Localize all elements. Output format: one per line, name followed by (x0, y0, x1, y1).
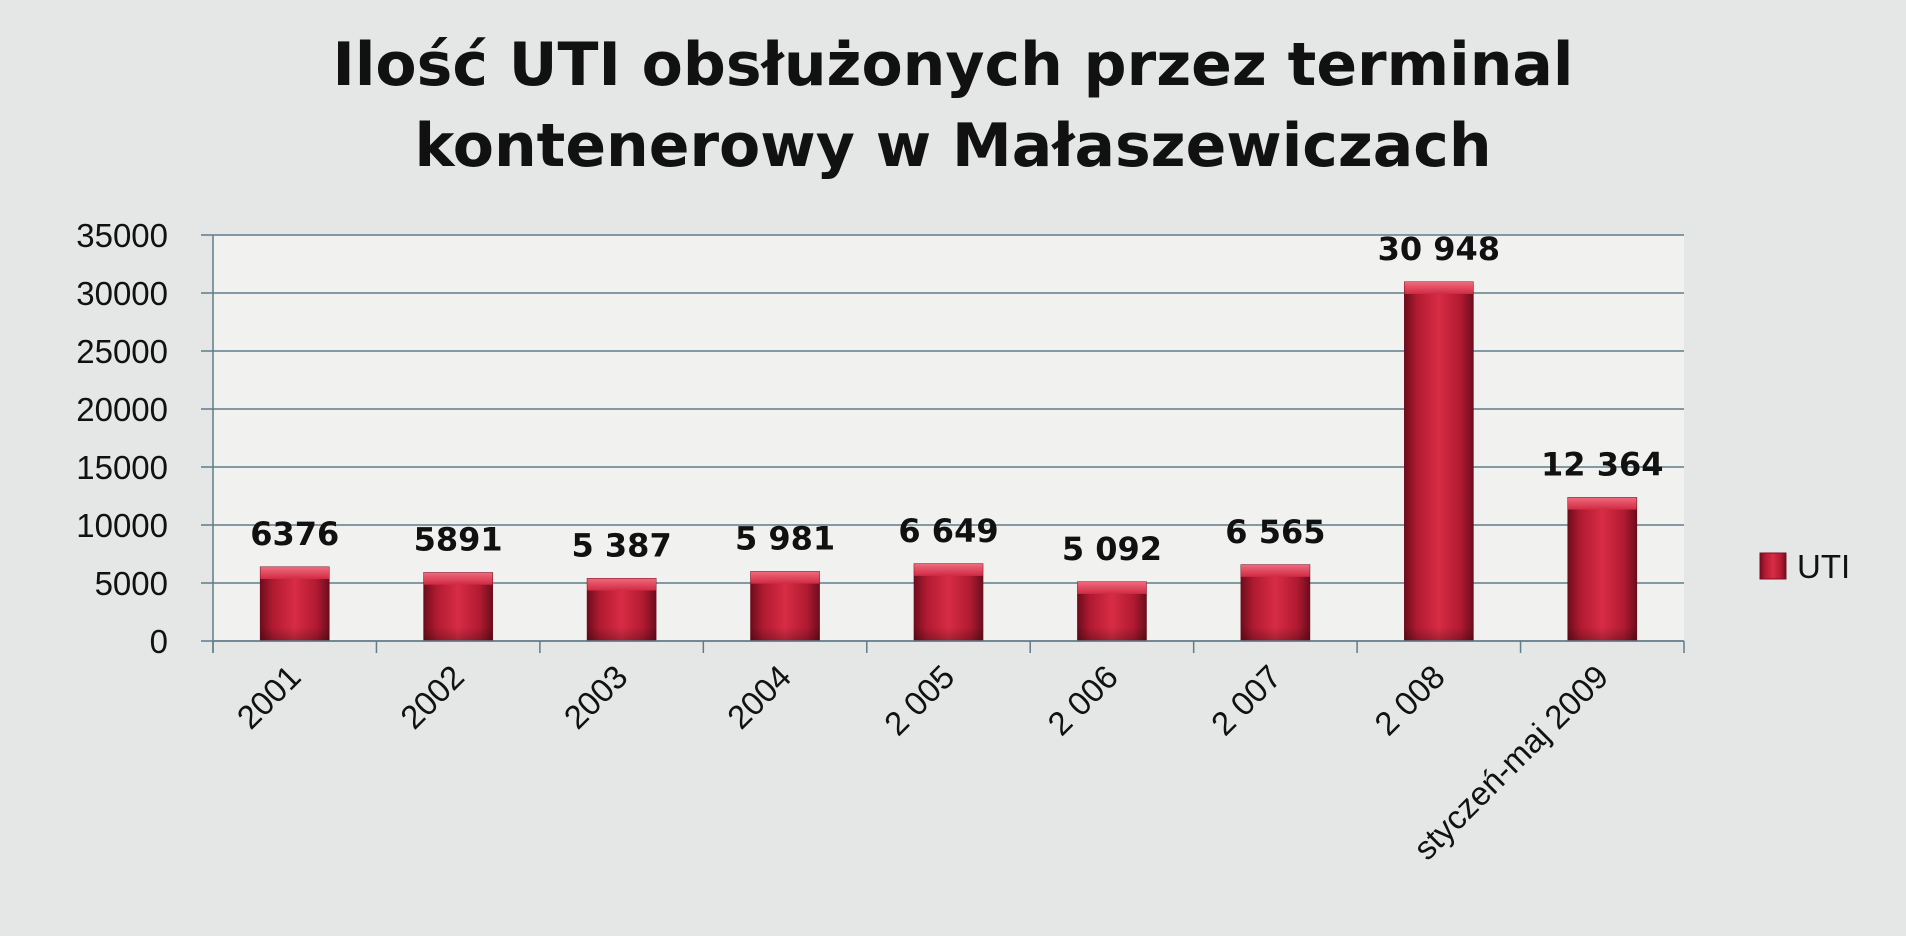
x-tick-label: 2004 (720, 658, 798, 736)
x-tick-label: 2 007 (1204, 658, 1289, 743)
y-tick-label: 35000 (76, 217, 168, 254)
bar-bottom-shade (1077, 627, 1147, 641)
bar-bottom-shade (750, 627, 820, 641)
x-tick-label: 2001 (230, 658, 308, 736)
y-tick-label: 0 (150, 623, 168, 660)
y-tick-label: 5000 (95, 565, 168, 602)
x-tick-label: 2002 (393, 658, 471, 736)
x-tick-label: 2 006 (1040, 658, 1125, 743)
y-tick-label: 15000 (76, 449, 168, 486)
bar-body (1404, 281, 1474, 642)
bar-top-bevel (1567, 497, 1637, 510)
bar (259, 566, 330, 642)
bar (1077, 581, 1147, 642)
data-label: 12 364 (1541, 446, 1663, 484)
data-label: 5 981 (735, 520, 835, 558)
x-axis-tick-labels: 2001 2002 2003 2004 2 005 2 006 2 007 2 008styc… (230, 658, 1616, 867)
data-label: 6376 (250, 515, 339, 553)
bar-bottom-shade (260, 627, 330, 641)
legend-label: UTI (1797, 548, 1850, 585)
data-label: 5891 (414, 521, 503, 559)
bar-top-bevel (1241, 564, 1310, 577)
bar-top-bevel (587, 578, 656, 591)
bar-body (1567, 497, 1638, 642)
bar-top-bevel (1077, 581, 1147, 594)
bar-bottom-shade (914, 627, 983, 641)
bar-top-bevel (914, 563, 983, 576)
bar (423, 572, 493, 642)
data-label: 6 649 (898, 512, 998, 550)
data-label: 6 565 (1225, 513, 1325, 551)
chart-title-line-1: Ilość UTI obsłużonych przez terminal (333, 30, 1574, 100)
bar (913, 563, 984, 642)
bar-top-bevel (1404, 282, 1474, 295)
bar-bottom-shade (1567, 627, 1637, 641)
bar-bottom-shade (1404, 627, 1474, 641)
y-tick-label: 30000 (76, 275, 168, 312)
bar (586, 578, 657, 642)
bar (1567, 497, 1638, 642)
x-axis (212, 235, 1685, 653)
legend-swatch (1759, 552, 1787, 580)
data-label: 5 387 (572, 527, 672, 565)
bar (1404, 281, 1474, 642)
legend: UTI (1759, 548, 1850, 585)
bar-top-bevel (750, 571, 820, 584)
x-tick-label: 2003 (556, 658, 634, 736)
y-tick-label: 20000 (76, 391, 168, 428)
bar (750, 571, 820, 642)
y-tick-label: 10000 (76, 507, 168, 544)
bar (1240, 564, 1311, 642)
bar-bottom-shade (587, 627, 656, 641)
x-tick-label: 2 008 (1367, 658, 1452, 743)
data-label: 5 092 (1062, 530, 1162, 568)
data-labels: 6376 5891 5 387 5 981 6 649 5 092 6 565 30 948 1… (250, 230, 1663, 568)
bar-bottom-shade (423, 627, 493, 641)
data-label: 30 948 (1378, 230, 1500, 268)
y-axis-ticks: 0 5000 10000 15000 20000 25000 30000 35000 (76, 217, 168, 660)
y-tick-label: 25000 (76, 333, 168, 370)
x-tick-label: 2 005 (877, 658, 962, 743)
bar-top-bevel (423, 572, 493, 585)
bar-top-bevel (260, 567, 330, 580)
chart-title-line-2: kontenerowy w Małaszewiczach (414, 111, 1491, 181)
bar-bottom-shade (1241, 627, 1310, 641)
